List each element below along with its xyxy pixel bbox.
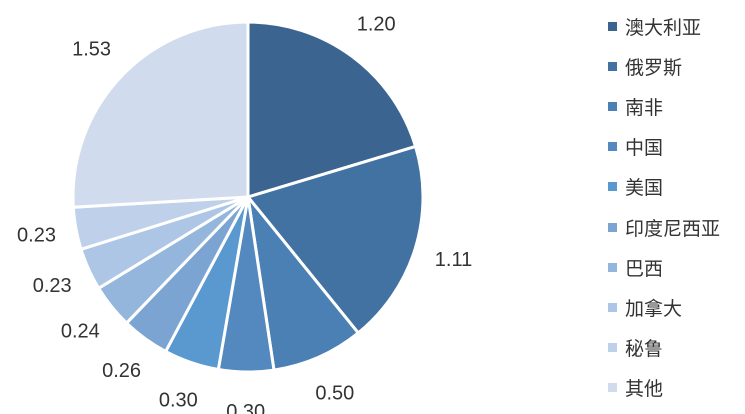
legend-item: 澳大利亚 bbox=[608, 6, 745, 46]
legend-item: 秘鲁 bbox=[608, 328, 745, 368]
data-label-8: 0.23 bbox=[33, 275, 72, 297]
legend-swatch bbox=[608, 262, 617, 272]
legend-item: 其他 bbox=[608, 368, 745, 408]
legend-item: 加拿大 bbox=[608, 287, 745, 327]
legend-swatch bbox=[608, 302, 617, 312]
legend-label: 印度尼西亚 bbox=[625, 217, 721, 240]
pie-slice-1 bbox=[246, 20, 418, 199]
pie-slice-2 bbox=[246, 144, 425, 335]
legend-label: 其他 bbox=[625, 378, 664, 401]
data-label-7: 0.24 bbox=[61, 321, 100, 343]
legend-label: 俄罗斯 bbox=[625, 56, 683, 79]
legend-label: 澳大利亚 bbox=[625, 16, 702, 39]
legend-label: 南非 bbox=[625, 96, 664, 119]
legend-label: 巴西 bbox=[625, 257, 664, 280]
legend-swatch bbox=[608, 383, 617, 393]
data-label-9: 0.23 bbox=[17, 225, 56, 247]
legend-label: 秘鲁 bbox=[625, 338, 664, 361]
legend-swatch bbox=[608, 343, 617, 353]
data-label-5: 0.30 bbox=[159, 389, 198, 411]
legend: 澳大利亚俄罗斯南非中国美国印度尼西亚巴西加拿大秘鲁其他 bbox=[608, 6, 745, 408]
legend-swatch bbox=[608, 222, 617, 232]
data-label-1: 1.20 bbox=[357, 13, 396, 35]
legend-item: 南非 bbox=[608, 86, 745, 126]
legend-swatch bbox=[608, 101, 617, 111]
legend-item: 巴西 bbox=[608, 247, 745, 287]
data-label-10: 1.53 bbox=[72, 39, 111, 61]
pie-slices bbox=[71, 20, 425, 374]
legend-label: 美国 bbox=[625, 177, 664, 200]
legend-item: 印度尼西亚 bbox=[608, 207, 745, 247]
legend-label: 加拿大 bbox=[625, 297, 683, 320]
legend-label: 中国 bbox=[625, 137, 664, 160]
pie-slice-10 bbox=[71, 20, 250, 209]
legend-item: 俄罗斯 bbox=[608, 46, 745, 86]
data-label-6: 0.26 bbox=[102, 360, 141, 382]
legend-swatch bbox=[608, 21, 617, 31]
data-label-3: 0.50 bbox=[315, 383, 354, 405]
legend-swatch bbox=[608, 182, 617, 192]
data-label-4: 0.30 bbox=[226, 401, 265, 414]
legend-swatch bbox=[608, 61, 617, 71]
legend-item: 美国 bbox=[608, 167, 745, 207]
data-label-2: 1.11 bbox=[435, 249, 472, 271]
legend-swatch bbox=[608, 142, 617, 152]
data-labels: 1.20 1.11 0.50 0.30 0.30 0.260.24 0.23 0.23 1.53 bbox=[17, 13, 472, 414]
pie-slice-3 bbox=[246, 195, 360, 372]
legend-item: 中国 bbox=[608, 127, 745, 167]
